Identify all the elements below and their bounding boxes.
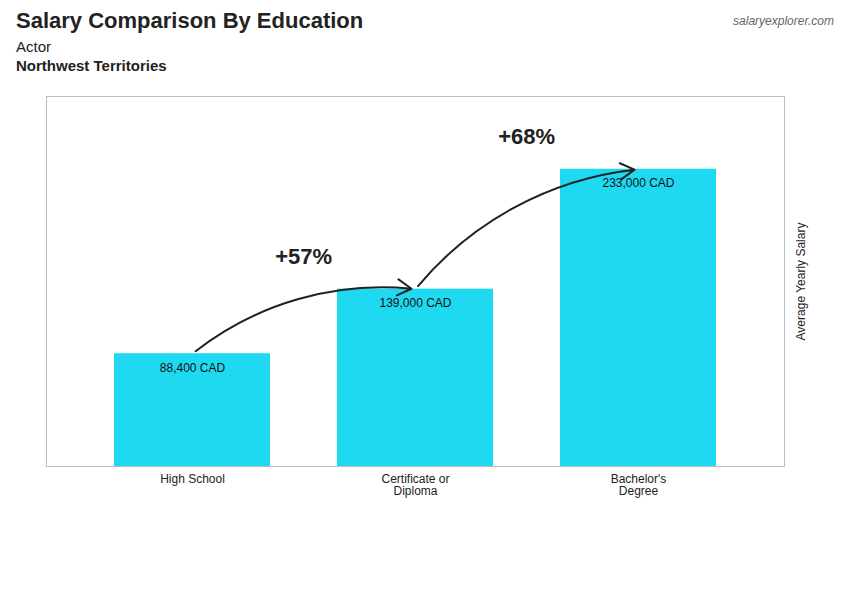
svg-text:Certificate orDiploma: Certificate orDiploma (381, 472, 449, 498)
svg-text:139,000 CAD: 139,000 CAD (379, 296, 451, 310)
html-text:Northwest Territories: Northwest Territories (16, 57, 167, 74)
svg-text:Bachelor'sDegree: Bachelor'sDegree (611, 472, 667, 498)
html-text:salaryexplorer.com: salaryexplorer.com (733, 14, 834, 28)
html-text:Actor: Actor (16, 38, 51, 55)
html-text:Salary Comparison By Education: Salary Comparison By Education (16, 8, 364, 33)
svg-text:Average Yearly Salary: Average Yearly Salary (794, 223, 808, 341)
svg-text:High School: High School (160, 472, 225, 486)
svg-text:+68%: +68% (498, 124, 555, 149)
svg-text:233,000 CAD: 233,000 CAD (602, 176, 674, 190)
svg-text:+57%: +57% (275, 244, 332, 269)
svg-text:88,400 CAD: 88,400 CAD (160, 361, 226, 375)
